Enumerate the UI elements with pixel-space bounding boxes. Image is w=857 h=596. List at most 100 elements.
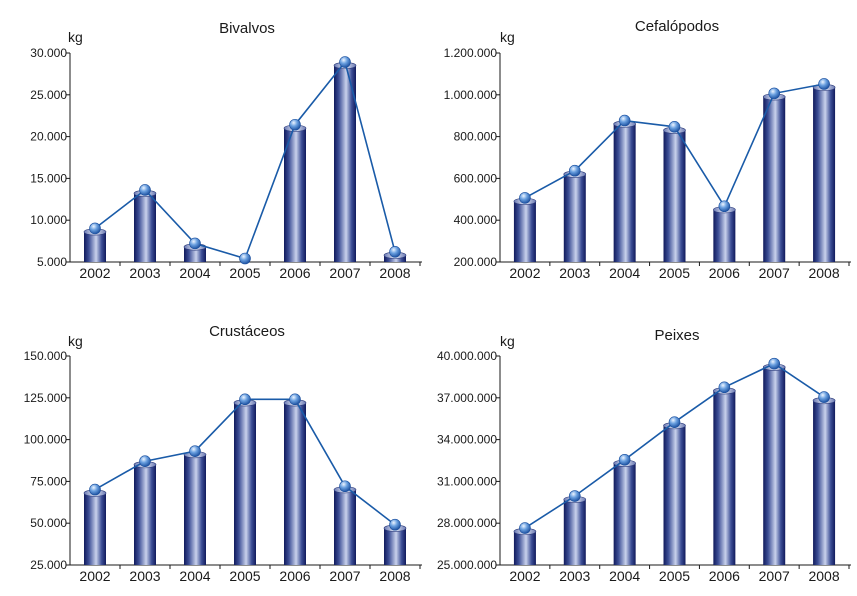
point-marker-2002 xyxy=(89,483,101,496)
bar-2004 xyxy=(184,246,206,262)
y-unit-label: kg xyxy=(500,333,515,349)
y-tick-label: 1.000.000 xyxy=(444,88,498,102)
x-tick-label: 2005 xyxy=(659,568,690,584)
y-tick-label: 1.200.000 xyxy=(444,46,498,60)
bar-2002 xyxy=(513,201,536,262)
y-tick-label: 100.000 xyxy=(24,433,68,447)
y-tick-label: 25.000 xyxy=(30,558,67,572)
x-tick-label: 2002 xyxy=(509,568,540,584)
bar-2003 xyxy=(563,499,586,565)
x-tick-label: 2002 xyxy=(79,265,110,281)
point-marker-2005 xyxy=(668,121,681,133)
y-tick-label: 600.000 xyxy=(454,171,498,185)
bar-2008 xyxy=(384,528,406,565)
x-tick-label: 2007 xyxy=(759,265,790,281)
point-marker-2007 xyxy=(339,480,351,493)
y-unit-label: kg xyxy=(500,29,515,45)
bar-2006 xyxy=(284,402,306,565)
bar-2005 xyxy=(663,425,686,565)
x-tick-label: 2002 xyxy=(509,265,540,281)
bar-2002 xyxy=(84,231,106,262)
point-marker-2004 xyxy=(618,453,631,466)
chart-title: Peixes xyxy=(654,327,699,344)
bar-2005 xyxy=(234,402,256,565)
chart-title: Bivalvos xyxy=(219,20,275,37)
y-unit-label: kg xyxy=(68,29,83,45)
x-tick-label: 2004 xyxy=(179,568,210,584)
bar-2007 xyxy=(334,65,356,262)
bar-2004 xyxy=(613,124,636,262)
x-tick-label: 2003 xyxy=(129,568,160,584)
y-tick-label: 15.000 xyxy=(30,171,67,185)
bar-2004 xyxy=(613,463,636,565)
bar-2006 xyxy=(284,128,306,262)
y-tick-label: 20.000 xyxy=(30,130,67,144)
bar-2008 xyxy=(813,87,836,262)
point-marker-2003 xyxy=(568,490,581,502)
point-marker-2007 xyxy=(768,87,781,100)
y-tick-label: 31.000.000 xyxy=(437,474,497,488)
x-tick-label: 2006 xyxy=(279,265,310,281)
x-tick-label: 2004 xyxy=(609,568,640,584)
y-tick-label: 400.000 xyxy=(454,213,498,227)
point-marker-2005 xyxy=(239,252,251,265)
x-tick-label: 2006 xyxy=(709,568,740,584)
bar-2002 xyxy=(84,493,106,565)
bar-2004 xyxy=(184,454,206,565)
point-marker-2008 xyxy=(389,518,401,531)
x-tick-label: 2004 xyxy=(179,265,210,281)
x-tick-label: 2003 xyxy=(559,265,590,281)
y-tick-label: 200.000 xyxy=(454,255,498,269)
bar-2005 xyxy=(663,130,686,262)
point-marker-2004 xyxy=(189,237,201,250)
point-marker-2007 xyxy=(768,357,781,370)
point-marker-2002 xyxy=(519,192,531,204)
y-tick-label: 40.000.000 xyxy=(437,349,497,363)
x-tick-label: 2004 xyxy=(609,265,640,281)
point-marker-2003 xyxy=(139,184,151,196)
bar-2003 xyxy=(563,174,586,262)
y-tick-label: 34.000.000 xyxy=(437,433,497,447)
bar-2006 xyxy=(713,209,736,262)
bar-2008 xyxy=(813,400,836,565)
point-marker-2008 xyxy=(818,78,830,90)
point-marker-2006 xyxy=(718,381,731,394)
point-marker-2006 xyxy=(718,200,731,213)
point-marker-2006 xyxy=(289,393,301,406)
chart-panel-2: Cefalópodos kg 200.000 400.000 600.000 800.00… xyxy=(444,18,851,281)
y-tick-label: 25.000 xyxy=(30,88,67,102)
bar-2006 xyxy=(713,390,736,565)
x-tick-label: 2008 xyxy=(808,265,839,281)
bar-2003 xyxy=(134,464,156,565)
x-tick-label: 2005 xyxy=(229,265,260,281)
x-tick-label: 2002 xyxy=(79,568,110,584)
y-tick-label: 25.000.000 xyxy=(437,558,497,572)
x-tick-label: 2007 xyxy=(759,568,790,584)
x-tick-label: 2003 xyxy=(129,265,160,281)
bar-2002 xyxy=(513,531,536,565)
bar-2007 xyxy=(763,367,786,565)
point-marker-2004 xyxy=(618,114,631,127)
chart-title: Cefalópodos xyxy=(635,18,719,35)
y-tick-label: 37.000.000 xyxy=(437,391,497,405)
point-marker-2006 xyxy=(289,118,301,131)
x-tick-label: 2008 xyxy=(808,568,839,584)
y-tick-label: 5.000 xyxy=(37,255,67,269)
x-tick-label: 2007 xyxy=(329,568,360,584)
chart-panel-4: Peixes kg 25.000.000 28.000.000 31.000.000 34… xyxy=(437,327,851,584)
y-tick-label: 50.000 xyxy=(30,516,67,530)
x-tick-label: 2007 xyxy=(329,265,360,281)
point-marker-2008 xyxy=(389,246,401,258)
x-tick-label: 2003 xyxy=(559,568,590,584)
chart-title: Crustáceos xyxy=(209,323,285,340)
x-tick-label: 2008 xyxy=(379,265,410,281)
y-tick-label: 30.000 xyxy=(30,46,67,60)
x-tick-label: 2006 xyxy=(709,265,740,281)
x-tick-label: 2008 xyxy=(379,568,410,584)
y-tick-label: 800.000 xyxy=(454,130,498,144)
x-tick-label: 2005 xyxy=(229,568,260,584)
y-tick-label: 125.000 xyxy=(24,391,68,405)
bar-2003 xyxy=(134,193,156,262)
